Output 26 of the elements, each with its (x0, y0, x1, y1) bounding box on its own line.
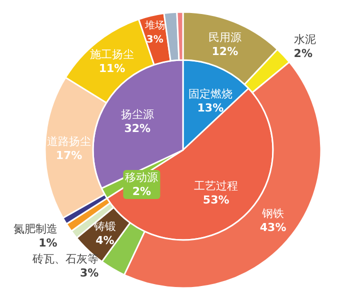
slice-label: 砖瓦、石灰等 (32, 252, 99, 266)
data-label: 53% (202, 194, 230, 207)
data-label: 3% (146, 34, 164, 46)
slice-label: 扬尘源 (120, 108, 154, 122)
slice-label: 钢铁 (261, 206, 284, 220)
data-label: 11% (98, 62, 126, 75)
slice-label: 铸锻 (92, 220, 116, 234)
slice-label: 道路扬尘 (47, 134, 92, 148)
data-label: 32% (124, 122, 151, 136)
slice-label: 水泥 (294, 32, 316, 46)
data-label: 4% (96, 234, 114, 248)
data-label: 3% (80, 266, 99, 280)
slice-label: 固定燃烧 (188, 87, 232, 100)
slice-label: 施工扬尘 (90, 48, 134, 61)
data-label: 17% (56, 148, 82, 162)
data-label: 13% (197, 101, 224, 114)
slice-label: 工艺过程 (194, 180, 238, 193)
data-label: 2% (132, 185, 152, 198)
slice-label: 堆场 (144, 19, 165, 32)
slice-label: 氮肥制造 (13, 222, 58, 236)
slice-label: 移动源 (125, 171, 158, 184)
data-label: 12% (212, 45, 238, 58)
slice-label: 民用源 (208, 31, 242, 44)
data-label: 43% (260, 220, 286, 234)
data-label: 1% (38, 236, 58, 250)
data-label: 2% (294, 46, 312, 60)
